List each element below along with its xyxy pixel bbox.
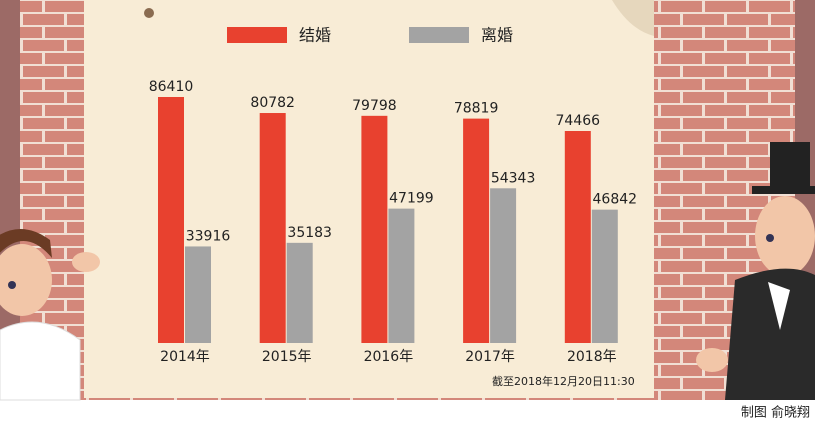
- value-label: 78819: [454, 101, 499, 117]
- note: 截至2018年12月20日11:30: [492, 374, 635, 388]
- bride: [0, 229, 100, 401]
- value-label: 74466: [556, 113, 601, 129]
- bar: [185, 246, 211, 343]
- x-tick-label: 2017年: [465, 349, 515, 365]
- value-label: 54343: [491, 170, 536, 186]
- value-label: 86410: [149, 79, 194, 95]
- x-tick-label: 2018年: [567, 349, 617, 365]
- pin: [144, 8, 154, 18]
- value-label: 35183: [287, 225, 332, 241]
- bar: [259, 113, 286, 344]
- poster-curl: [612, 0, 654, 36]
- bar: [286, 242, 313, 343]
- legend-swatch: [409, 27, 469, 43]
- bar: [564, 131, 591, 343]
- bar: [463, 118, 490, 343]
- value-label: 80782: [250, 95, 295, 111]
- legend-swatch: [227, 27, 287, 43]
- legend-label: 结婚: [299, 26, 331, 45]
- value-label: 33916: [186, 228, 231, 244]
- x-tick-label: 2014年: [160, 349, 210, 365]
- x-tick-label: 2015年: [262, 349, 312, 365]
- x-tick-label: 2016年: [364, 349, 414, 365]
- value-label: 79798: [352, 98, 397, 114]
- legend-label: 离婚: [481, 26, 513, 45]
- value-label: 47199: [389, 191, 434, 207]
- groom: [696, 142, 815, 400]
- value-label: 46842: [593, 192, 638, 208]
- bar: [490, 188, 517, 343]
- bar: [361, 115, 388, 343]
- bar: [591, 209, 618, 343]
- bar: [158, 97, 184, 343]
- bar: [388, 208, 415, 343]
- credit: 制图 俞晓翔: [741, 405, 810, 421]
